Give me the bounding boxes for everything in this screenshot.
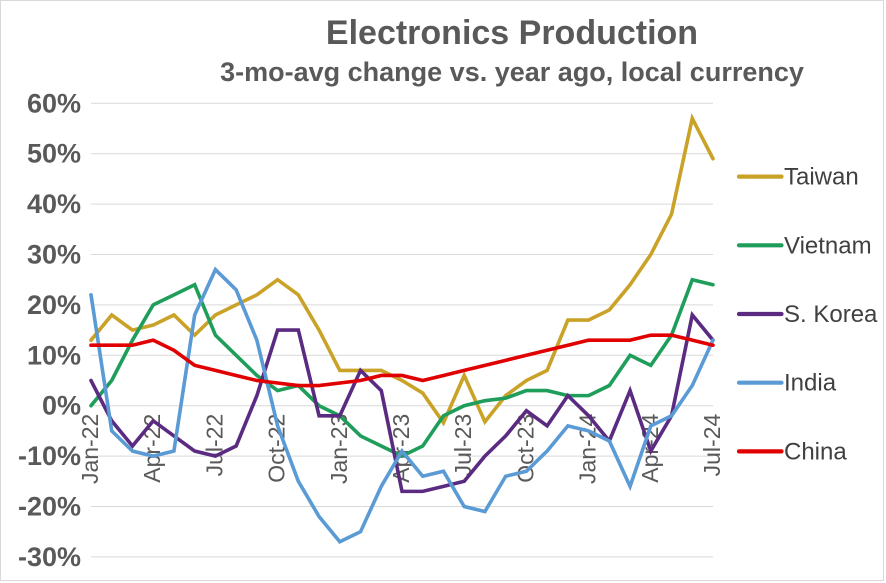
svg-text:-30%: -30% <box>18 542 81 572</box>
svg-text:20%: 20% <box>27 290 81 320</box>
svg-text:Taiwan: Taiwan <box>784 164 859 191</box>
svg-text:0%: 0% <box>42 391 81 421</box>
svg-text:Vietnam: Vietnam <box>784 232 872 259</box>
svg-text:30%: 30% <box>27 240 81 270</box>
svg-text:Jul-23: Jul-23 <box>450 414 476 477</box>
svg-text:Jul-24: Jul-24 <box>699 414 725 477</box>
svg-text:60%: 60% <box>27 88 81 118</box>
svg-text:50%: 50% <box>27 139 81 169</box>
svg-text:India: India <box>784 370 837 397</box>
svg-text:China: China <box>784 438 847 465</box>
svg-text:40%: 40% <box>27 189 81 219</box>
svg-text:-10%: -10% <box>18 441 81 471</box>
svg-text:S. Korea: S. Korea <box>784 301 878 328</box>
svg-text:Jan-22: Jan-22 <box>77 414 103 484</box>
svg-text:Jul-22: Jul-22 <box>201 414 227 477</box>
svg-text:-20%: -20% <box>18 492 81 522</box>
svg-text:10%: 10% <box>27 340 81 370</box>
